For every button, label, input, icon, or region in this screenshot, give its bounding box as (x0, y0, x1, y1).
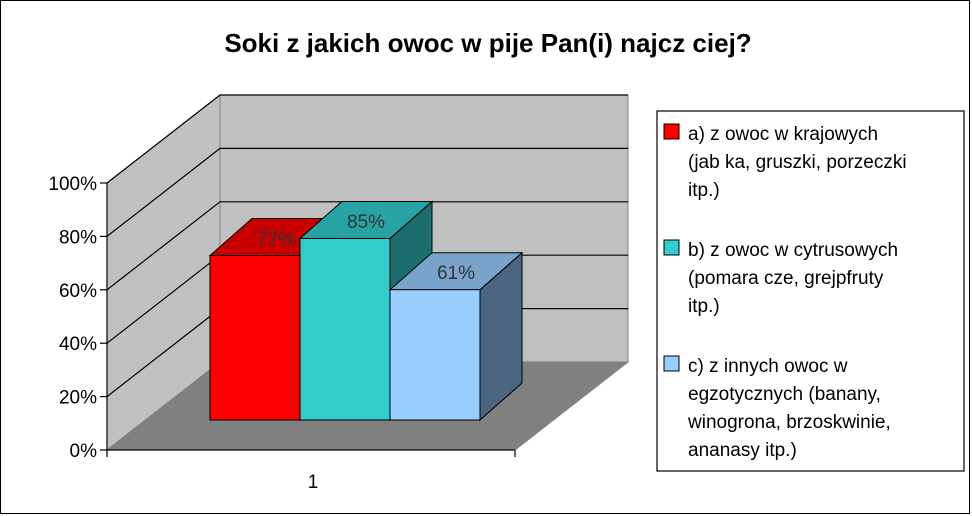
bar-front (299, 237, 391, 421)
y-tick-label: 80% (59, 227, 97, 248)
data-label: 61% (437, 263, 475, 284)
bars: 77% 85% 61% (208, 200, 524, 422)
legend-label: itp.) (688, 296, 720, 317)
bar-b: 85% (298, 200, 434, 422)
legend-item-b: b) z owoc w cytrusowych (pomara cze, grej… (663, 239, 898, 317)
x-axis: 1 (106, 449, 516, 493)
data-label: 85% (347, 212, 385, 233)
y-axis: 0% 20% 40% 60% 80% 100% (48, 174, 108, 462)
chart-title: Soki z jakich owoc w pije Pan(i) najcz c… (224, 28, 751, 58)
gridline (106, 147, 628, 237)
y-tick-label: 100% (48, 174, 97, 195)
legend-label: egzotycznych (banany, (688, 384, 881, 405)
bar-front (209, 255, 301, 421)
legend-box (656, 110, 965, 472)
legend-label: winogrona, brzoskwinie, (687, 412, 891, 433)
gridline (106, 94, 628, 184)
legend-label: (pomara cze, grejpfruty (688, 268, 884, 289)
legend-swatch (663, 355, 680, 372)
legend-label: b) z owoc w cytrusowych (688, 240, 898, 261)
y-tick-label: 20% (59, 388, 97, 409)
legend-label: itp.) (688, 180, 720, 201)
legend: a) z owoc w krajowych (jab ka, gruszki, p… (656, 110, 965, 472)
x-tick-label: 1 (308, 472, 319, 493)
bar-c: 61% (388, 251, 524, 422)
bar-front (389, 289, 481, 421)
gridline (106, 201, 628, 291)
data-label: 77% (257, 229, 295, 250)
legend-item-c: c) z innych owoc w egzotycznych (banany, w… (663, 355, 891, 461)
y-tick-label: 40% (59, 334, 97, 355)
legend-label: a) z owoc w krajowych (688, 124, 878, 145)
legend-swatch (663, 123, 680, 140)
y-tick-label: 0% (70, 441, 98, 462)
legend-label: c) z innych owoc w (688, 356, 848, 377)
legend-label: ananasy itp.) (688, 440, 797, 461)
legend-swatch (663, 239, 680, 256)
y-tick-label: 60% (59, 281, 97, 302)
legend-item-a: a) z owoc w krajowych (jab ka, gruszki, p… (663, 123, 907, 201)
legend-label: (jab ka, gruszki, porzeczki (688, 152, 907, 173)
